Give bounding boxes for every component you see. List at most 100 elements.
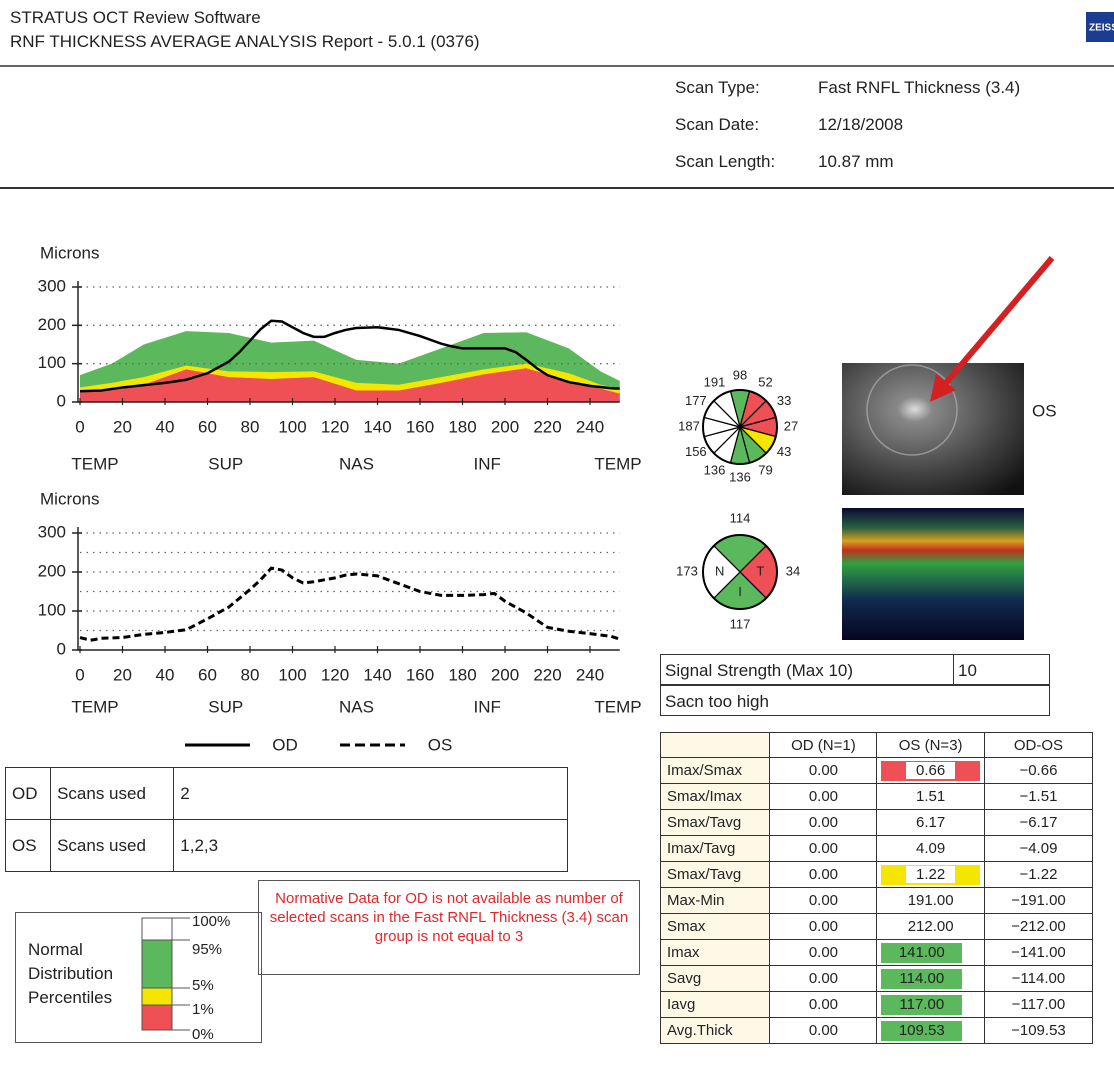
oct-image [842,508,1024,640]
header-line: STRATUS OCT Review Software [10,8,261,27]
y-tick-label: 100 [38,600,66,619]
percentile-label: 1% [192,1001,214,1018]
sector-value: 136 [729,469,751,484]
od-value: 0.00 [769,861,878,888]
diff-value: −117.00 [983,991,1094,1018]
os-cell: 0.66 [876,757,985,784]
quadrant-letter: T [756,563,764,578]
sector-value: 98 [733,367,747,382]
axis-label: Microns [40,489,100,508]
signal-value: 10 [953,654,1050,685]
os-cell: 191.00 [876,887,985,914]
x-tick-label: 0 [75,665,84,684]
od-value: 0.00 [769,991,878,1018]
arrow-head [930,374,956,402]
region-label: NAS [339,697,374,716]
sector-value: 177 [685,393,707,408]
param-name: Smax [659,913,771,940]
column-header: OD (N=1) [769,732,878,758]
header-row: OD (N=1) OS (N=3) OD-OS [659,732,1094,758]
param-name: Imax/Smax [659,757,771,784]
param-name: Iavg [659,991,771,1018]
logo: ZEISS [1089,23,1114,34]
quadrant-letter: I [738,584,742,599]
signal-note: Sacn too high [660,685,1050,716]
region-label: SUP [208,454,243,473]
diff-value: −141.00 [983,939,1094,966]
x-tick-label: 200 [491,417,519,436]
row: OD Scans used 2 [4,767,568,820]
cell: OD [4,767,52,820]
legend-label: OD [272,735,298,754]
x-tick-label: 100 [278,665,306,684]
y-tick-label: 100 [38,353,66,372]
sector-ring [702,534,778,610]
region-label: NAS [339,454,374,473]
diff-value: −114.00 [983,965,1094,992]
percentile-label: 0% [192,1026,214,1043]
percentile-label: 100% [192,913,230,930]
od-value: 0.00 [769,965,878,992]
sector-value: 173 [676,563,698,578]
sector-value: 79 [758,463,772,478]
sector-value: 187 [678,418,700,433]
x-tick-label: 40 [156,417,175,436]
x-tick-label: 60 [198,417,217,436]
x-tick-label: 60 [198,665,217,684]
region-label: INF [474,697,501,716]
x-tick-label: 160 [406,417,434,436]
scan-value: 12/18/2008 [818,115,904,134]
os-value: 191.00 [907,892,954,909]
os-value: 0.66 [906,761,956,779]
os-cell: 109.53 [876,1017,985,1044]
column-header: OD-OS [983,732,1094,758]
x-tick-label: 180 [448,417,476,436]
x-tick-label: 180 [448,665,476,684]
od-value: 0.00 [769,887,878,914]
os-value: 1.51 [916,788,946,805]
x-tick-label: 80 [241,417,260,436]
os-value: 141.00 [898,943,945,961]
x-tick-label: 80 [241,665,260,684]
scan-label: Scan Type: [675,78,760,97]
param-name: Smax/Imax [659,783,771,810]
cell: Scans used [50,767,175,820]
os-cell: 6.17 [876,809,985,836]
region-label: TEMP [71,454,118,473]
sector-value: 33 [777,393,791,408]
scan-label: Scan Length: [675,152,776,171]
os-cell: 141.00 [876,939,985,966]
diff-value: −109.53 [983,1017,1094,1044]
y-tick-label: 200 [38,315,66,334]
param-row: Imax/Tavg 0.00 4.09 −4.09 [659,835,1094,862]
quadrant-letter: N [715,563,724,578]
os-highlight: 0.66 [881,760,980,781]
os-value: 117.00 [899,995,945,1013]
cell: 1,2,3 [173,819,568,872]
x-tick-label: 0 [75,417,84,436]
sector-value: 34 [786,563,800,578]
fundus-image [842,363,1024,495]
sector-value: 114 [730,510,751,525]
region-label: INF [474,454,501,473]
scan-label: Scan Date: [675,115,760,134]
sector-value: 136 [704,463,726,478]
region-label: TEMP [71,697,118,716]
y-tick-label: 200 [38,561,66,580]
od-value: 0.00 [769,835,878,862]
distribution-title: Percentiles [28,988,113,1007]
param-row: Smax/Tavg 0.00 6.17 −6.17 [659,809,1094,836]
signal-label: Signal Strength (Max 10) [660,654,954,685]
row: OS Scans used 1,2,3 [4,819,568,872]
norm-band [80,368,620,402]
sector-value: 156 [685,444,707,459]
legend-label: OS [428,735,453,754]
x-tick-label: 140 [363,665,391,684]
param-row: Max-Min 0.00 191.00 −191.00 [659,887,1094,914]
od-value: 0.00 [769,1017,878,1044]
axis-label: Microns [40,243,100,262]
scans-table: OD Scans used 2 OS Scans used 1,2,3 [4,767,568,872]
x-tick-label: 240 [576,417,604,436]
diff-value: −1.51 [983,783,1094,810]
param-name: Avg.Thick [659,1017,771,1044]
